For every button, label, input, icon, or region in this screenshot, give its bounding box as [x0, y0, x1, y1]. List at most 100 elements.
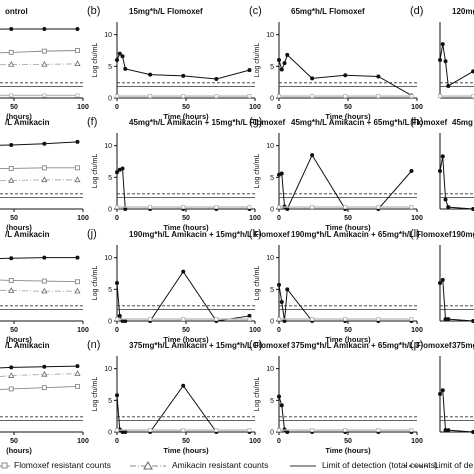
data-point-total [115, 281, 119, 285]
data-point-total [123, 319, 128, 323]
panel-0: ontrol 50 100 (hours) [0, 7, 89, 121]
x-axis-label: Time (hours) [325, 335, 371, 344]
data-point-total [279, 403, 284, 408]
series-line-total [116, 270, 250, 322]
data-point-total [446, 83, 451, 88]
panel-title: 45mg*h/L Amikacin + 15mg*h/L Flomoxef [129, 118, 285, 127]
data-point-total [75, 139, 80, 144]
x-tick-label: 0 [115, 104, 119, 111]
data-point-baseline [181, 428, 186, 433]
y-axis-label: Log cfu/mL [254, 377, 261, 412]
y-tick-label: 5 [270, 175, 274, 182]
data-point-total [409, 169, 414, 173]
data-point-total [279, 67, 284, 72]
data-point-baseline [148, 428, 153, 433]
panel-title: 120mg [452, 7, 474, 16]
data-point-total [471, 430, 474, 434]
panel-letter: (d) [410, 5, 423, 17]
y-tick-label: 10 [104, 255, 112, 262]
x-tick-label: 50 [10, 104, 18, 111]
y-axis-label: Log cfu/mL [92, 377, 99, 412]
data-point-flomoxef [75, 165, 80, 171]
x-axis-label: (hours) [6, 223, 32, 232]
x-tick-label: 100 [77, 104, 89, 111]
data-point-amikacin [74, 60, 81, 66]
data-point-total [247, 68, 252, 73]
data-point-flomoxef [8, 278, 14, 283]
data-point-total [9, 365, 14, 370]
data-point-total [120, 319, 125, 323]
panel-letter: (l) [410, 228, 420, 240]
x-tick-label: 100 [411, 215, 423, 222]
data-point-baseline [247, 94, 252, 99]
data-point-baseline [247, 428, 252, 433]
data-point-flomoxef [75, 383, 80, 389]
series-line-total [278, 154, 412, 210]
data-point-total [285, 52, 290, 57]
data-point-baseline [343, 317, 348, 322]
data-point-baseline [438, 94, 442, 99]
x-tick-label: 50 [10, 438, 18, 445]
y-axis-label: Log cfu/mL [254, 154, 261, 189]
panel-4: /L Amikacin 50 100 (hours) [0, 118, 89, 232]
x-tick-label: 100 [249, 438, 261, 445]
x-tick-label: 50 [182, 215, 190, 222]
panel-letter: (j) [87, 228, 97, 240]
data-point-baseline [409, 317, 414, 322]
data-point-baseline [409, 428, 414, 433]
data-point-amikacin [41, 287, 48, 294]
data-point-total [181, 383, 186, 388]
data-point-total [438, 392, 442, 396]
x-tick-label: 0 [115, 215, 119, 222]
legend-label-flomoxef: Flomoxef resistant counts [14, 460, 111, 470]
data-point-total [446, 205, 451, 210]
data-point-total [285, 207, 290, 211]
data-point-total [471, 69, 474, 74]
legend-label-amikacin: Amikacin resistant counts [172, 460, 269, 470]
data-point-baseline [310, 94, 315, 99]
panel-3: (d)120mgTi [410, 5, 474, 99]
data-point-flomoxef [75, 48, 80, 53]
panel-title: 45mg*h/L Amikacin + 65mg*h/L Flomoxef [291, 118, 447, 127]
y-tick-label: 5 [108, 175, 112, 182]
data-point-total [214, 77, 219, 81]
x-tick-label: 50 [10, 327, 18, 334]
x-axis-label: Time (hours) [325, 112, 371, 121]
panel-12: /L Amikacin 50 100 (hours) [0, 341, 89, 455]
panel-11: (l) 190mg [410, 228, 474, 323]
data-point-total [120, 430, 125, 434]
data-point-total [443, 428, 448, 433]
data-point-baseline [214, 205, 219, 210]
series-line-total [439, 278, 474, 322]
data-point-total [9, 26, 14, 31]
y-axis-label: Log cfu/mL [254, 43, 261, 78]
panel-title: ontrol [5, 7, 28, 16]
y-tick-label: 0 [270, 96, 274, 103]
x-tick-label: 0 [277, 104, 281, 111]
data-point-baseline [376, 94, 381, 99]
y-tick-label: 0 [108, 96, 112, 103]
data-point-total [42, 255, 47, 260]
x-axis-label: Time (hours) [325, 223, 371, 232]
x-tick-label: 100 [77, 215, 89, 222]
data-point-baseline [115, 317, 119, 322]
y-tick-label: 10 [266, 366, 274, 373]
x-tick-label: 0 [277, 215, 281, 222]
x-tick-label: 50 [344, 215, 352, 222]
data-point-baseline [148, 205, 153, 210]
panel-letter: (p) [410, 339, 423, 351]
panel-letter: (o) [249, 339, 262, 351]
x-tick-label: 100 [77, 438, 89, 445]
legend-label-lod-total: Limit of detection (total counts) [322, 460, 438, 470]
data-point-total [277, 58, 281, 62]
panel-title: 375mg [452, 341, 474, 350]
data-point-total [310, 153, 315, 158]
y-tick-label: 10 [104, 143, 112, 150]
panel-15: (p) 375mg [410, 339, 474, 434]
panel-title: /L Amikacin [5, 230, 50, 239]
panel-letter: (n) [87, 339, 100, 351]
x-tick-label: 100 [249, 215, 261, 222]
x-tick-label: 50 [344, 327, 352, 334]
